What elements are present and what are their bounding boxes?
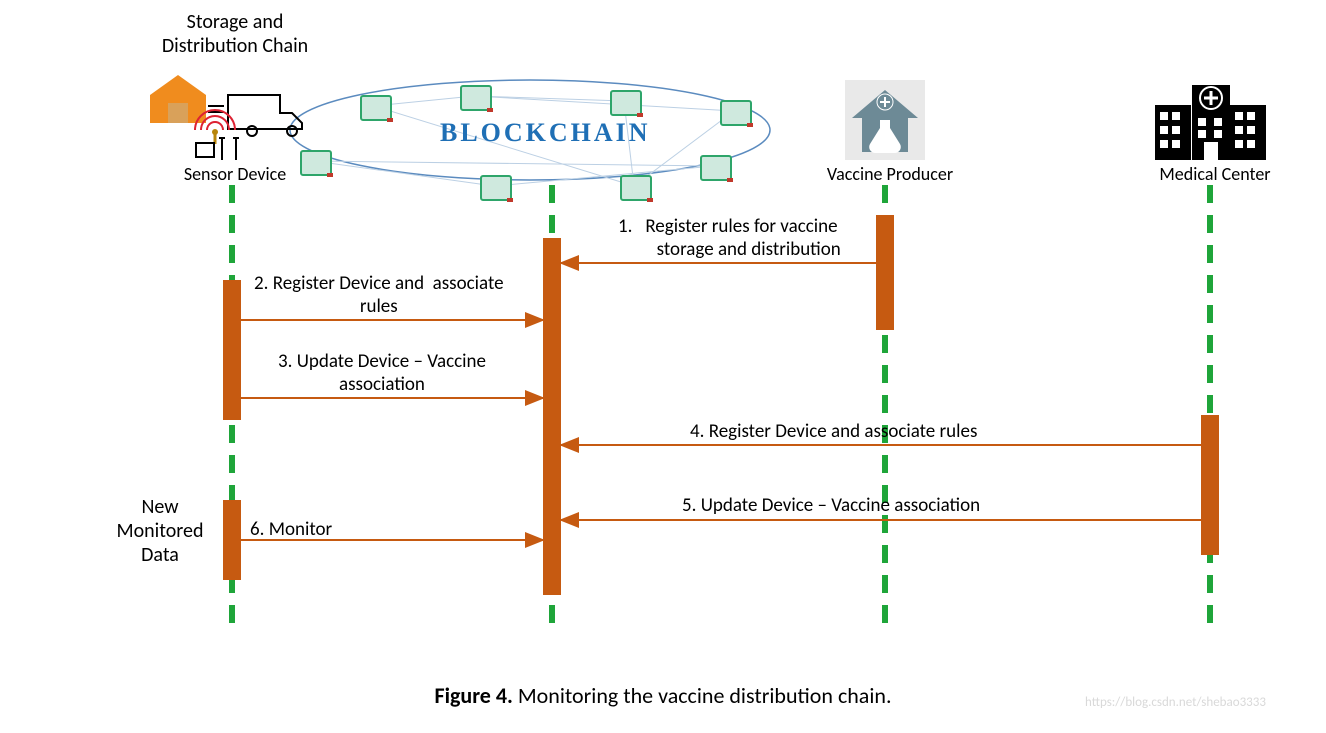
msg-2: 2. Register Device and associaterules xyxy=(254,272,504,318)
msg-3: 3. Update Device – Vaccineassociation xyxy=(278,350,486,396)
sensor-device-icon xyxy=(150,75,302,160)
activation-blockchain xyxy=(543,238,561,595)
activation-sensor xyxy=(223,500,241,580)
blockchain-node-icon xyxy=(610,90,642,116)
label-sensor-device: Sensor Device xyxy=(160,163,310,185)
activation-medical xyxy=(1201,415,1219,555)
activation-producer xyxy=(876,215,894,330)
msg-5: 5. Update Device – Vaccine association xyxy=(682,494,980,517)
watermark: https://blog.csdn.net/shebao3333 xyxy=(1085,695,1266,710)
msg-1: 1. Register rules for vaccine storage an… xyxy=(618,215,841,261)
activation-sensor xyxy=(223,280,241,420)
blockchain-node-icon xyxy=(720,100,752,126)
label-storage-distribution: Storage andDistribution Chain xyxy=(120,10,350,58)
label-medical-center: Medical Center xyxy=(1135,163,1295,185)
msg-4: 4. Register Device and associate rules xyxy=(690,420,977,443)
label-new-monitored-data: NewMonitoredData xyxy=(105,495,215,567)
blockchain-node-icon xyxy=(620,175,652,201)
medical-center-icon xyxy=(1200,87,1222,109)
blockchain-node-icon xyxy=(360,95,392,121)
blockchain-node-icon xyxy=(700,155,732,181)
msg-6: 6. Monitor xyxy=(250,518,336,541)
blockchain-node-icon xyxy=(480,175,512,201)
blockchain-node-icon xyxy=(460,85,492,111)
label-vaccine-producer: Vaccine Producer xyxy=(805,163,975,185)
label-blockchain: BLOCKCHAIN xyxy=(440,118,651,148)
